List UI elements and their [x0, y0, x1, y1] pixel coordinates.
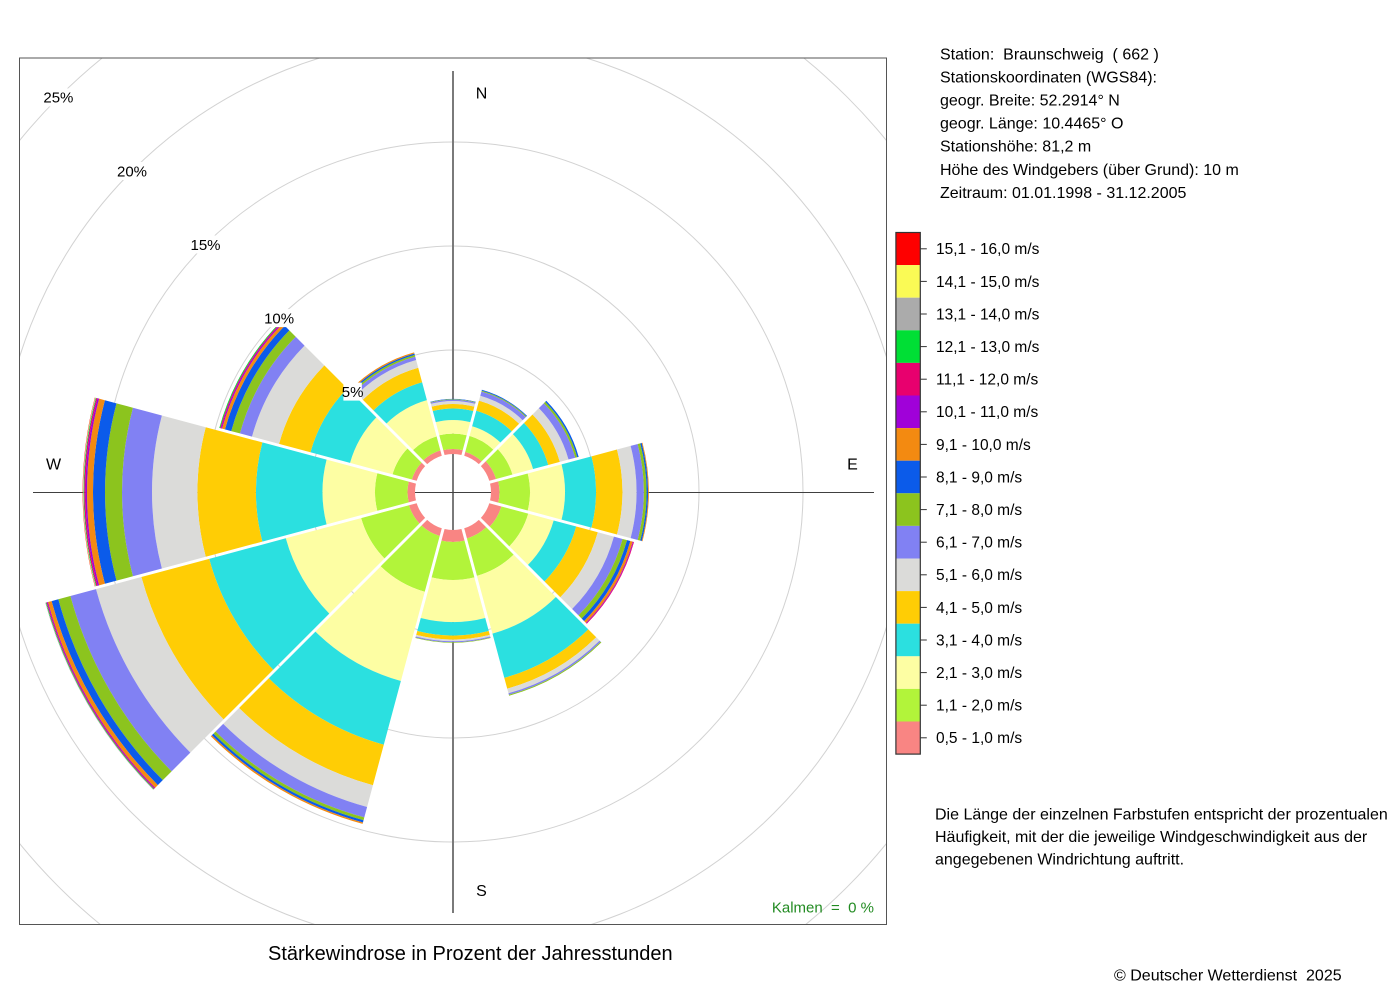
- svg-text:13,1 - 14,0 m/s: 13,1 - 14,0 m/s: [936, 306, 1040, 323]
- svg-text:9,1 - 10,0 m/s: 9,1 - 10,0 m/s: [936, 437, 1031, 454]
- svg-text:10,1 - 11,0 m/s: 10,1 - 11,0 m/s: [936, 404, 1038, 421]
- svg-text:14,1 - 15,0 m/s: 14,1 - 15,0 m/s: [936, 274, 1040, 291]
- svg-text:4,1 - 5,0 m/s: 4,1 - 5,0 m/s: [936, 600, 1022, 617]
- svg-text:Stärkewindrose in Prozent der: Stärkewindrose in Prozent der Jahresstun…: [268, 943, 673, 965]
- svg-text:Stationshöhe: 81,2 m: Stationshöhe: 81,2 m: [940, 139, 1091, 156]
- svg-text:15,1 - 16,0 m/s: 15,1 - 16,0 m/s: [936, 241, 1040, 258]
- svg-text:N: N: [476, 86, 488, 103]
- svg-text:E: E: [847, 456, 858, 473]
- svg-text:20%: 20%: [117, 163, 147, 180]
- svg-text:1,1 - 2,0 m/s: 1,1 - 2,0 m/s: [936, 698, 1022, 715]
- svg-text:Zeitraum: 01.01.1998 - 31.12.2: Zeitraum: 01.01.1998 - 31.12.2005: [940, 185, 1186, 202]
- svg-text:Stationskoordinaten (WGS84):: Stationskoordinaten (WGS84):: [940, 70, 1157, 87]
- svg-text:Die Länge der einzelnen Farbst: Die Länge der einzelnen Farbstufen entsp…: [935, 806, 1388, 823]
- svg-text:geogr. Breite: 52.2914° N: geogr. Breite: 52.2914° N: [940, 93, 1120, 110]
- svg-text:15%: 15%: [190, 237, 220, 254]
- svg-text:© Deutscher Wetterdienst 2025: © Deutscher Wetterdienst 2025: [1114, 968, 1342, 985]
- svg-text:10%: 10%: [264, 310, 294, 327]
- svg-text:7,1 - 8,0 m/s: 7,1 - 8,0 m/s: [936, 502, 1022, 519]
- svg-text:8,1 - 9,0 m/s: 8,1 - 9,0 m/s: [936, 469, 1022, 486]
- svg-text:S: S: [476, 883, 487, 900]
- svg-text:Höhe des Windgebers (über Grun: Höhe des Windgebers (über Grund): 10 m: [940, 162, 1239, 179]
- svg-text:geogr. Länge: 10.4465° O: geogr. Länge: 10.4465° O: [940, 116, 1123, 133]
- svg-text:3,1 - 4,0 m/s: 3,1 - 4,0 m/s: [936, 632, 1022, 649]
- svg-text:25%: 25%: [43, 90, 73, 107]
- svg-text:Kalmen = 0 %: Kalmen = 0 %: [772, 900, 874, 917]
- svg-text:Häufigkeit, mit der die jeweil: Häufigkeit, mit der die jeweilige Windge…: [935, 829, 1368, 846]
- svg-text:5,1 - 6,0 m/s: 5,1 - 6,0 m/s: [936, 567, 1022, 584]
- svg-text:12,1 - 13,0 m/s: 12,1 - 13,0 m/s: [936, 339, 1040, 356]
- svg-text:0,5 - 1,0 m/s: 0,5 - 1,0 m/s: [936, 730, 1022, 747]
- svg-text:angegebenen Windrichtung auftr: angegebenen Windrichtung auftritt.: [935, 852, 1184, 869]
- svg-text:5%: 5%: [342, 384, 364, 401]
- svg-text:W: W: [46, 456, 62, 473]
- svg-text:11,1 - 12,0 m/s: 11,1 - 12,0 m/s: [936, 372, 1038, 389]
- svg-text:6,1 - 7,0 m/s: 6,1 - 7,0 m/s: [936, 535, 1022, 552]
- svg-text:Station: Braunschweig ( 662: Station: Braunschweig ( 662 ): [940, 47, 1159, 64]
- svg-text:2,1 - 3,0 m/s: 2,1 - 3,0 m/s: [936, 665, 1022, 682]
